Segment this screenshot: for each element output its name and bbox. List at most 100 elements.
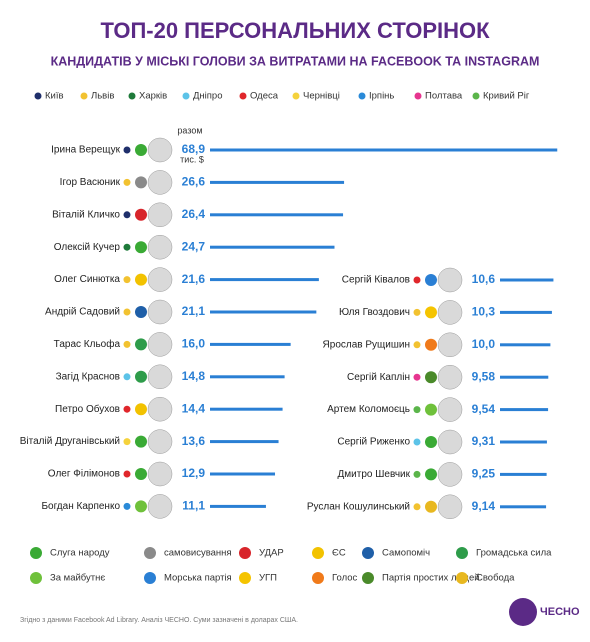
city-legend-label: Чернівці: [303, 91, 340, 102]
city-dot: [123, 340, 131, 348]
party-icon: [425, 274, 437, 286]
party-legend-icon: [239, 547, 251, 559]
value-label: 12,9: [182, 466, 206, 480]
bar: [500, 440, 547, 444]
candidate-name: Ірина Верещук: [51, 145, 120, 156]
value-label: 14,8: [182, 369, 206, 383]
candidate-name: Юля Гвоздович: [339, 307, 410, 318]
party-legend-icon: [362, 572, 374, 584]
candidate-name: Тарас Кльофа: [54, 338, 121, 350]
photo: [437, 429, 463, 455]
party-legend-label: Громадська сила: [476, 548, 552, 559]
party-icon: [135, 435, 147, 448]
party-legend-label: За майбутнє: [50, 573, 105, 584]
city-legend-dot: [358, 92, 366, 100]
party-legend-icon: [456, 547, 468, 559]
city-legend-dot: [414, 92, 422, 100]
value-label: 9,54: [472, 402, 496, 416]
photo: [147, 137, 173, 163]
city-dot: [123, 502, 131, 510]
logo-icon: [509, 598, 537, 626]
city-dot: [413, 503, 421, 511]
city-dot: [123, 211, 131, 219]
photo: [147, 332, 173, 357]
city-dot: [413, 406, 421, 414]
photo: [437, 300, 463, 325]
value-label: 11,1: [182, 499, 205, 513]
party-legend-icon: [312, 572, 324, 584]
bar: [210, 213, 344, 217]
bar: [210, 278, 319, 282]
city-dot: [123, 243, 131, 251]
annotation: разом: [177, 125, 202, 135]
party-legend-icon: [239, 572, 251, 584]
city-legend-dot: [472, 92, 480, 100]
city-dot: [413, 373, 421, 381]
party-legend-icon: [30, 547, 42, 559]
city-dot: [123, 146, 131, 154]
value-label: 9,25: [472, 467, 496, 481]
party-icon: [425, 468, 437, 481]
city-dot: [413, 470, 421, 478]
photo: [437, 364, 463, 390]
party-icon: [425, 338, 437, 351]
party-legend-icon: [456, 572, 468, 584]
bar: [210, 148, 558, 152]
photo: [437, 462, 463, 487]
party-icon: [135, 241, 147, 254]
bar: [210, 310, 317, 314]
candidate-name: Олег Синютка: [54, 274, 120, 285]
party-legend-label: Морська партія: [164, 573, 232, 584]
title: ТОП-20 ПЕРСОНАЛЬНИХ СТОРІНОК: [100, 18, 490, 43]
value-label: 9,14: [472, 499, 496, 513]
city-legend-label: Дніпро: [193, 91, 223, 102]
bar: [210, 407, 283, 411]
candidate-name: Олексій Кучер: [54, 242, 121, 253]
bar: [500, 310, 552, 314]
candidate-name: Загід Краснов: [56, 371, 120, 382]
party-legend-icon: [312, 547, 324, 559]
party-icon: [135, 144, 147, 156]
bar: [210, 472, 276, 476]
bar: [500, 278, 554, 282]
value-label: 9,58: [472, 369, 496, 383]
party-icon: [135, 338, 147, 351]
city-dot: [413, 308, 421, 316]
party-legend-icon: [30, 572, 42, 584]
party-icon: [425, 500, 437, 513]
value-label: 9,31: [472, 434, 496, 448]
logo: ЧЕСНО: [540, 606, 580, 618]
party-icon: [425, 436, 437, 448]
value-label: 16,0: [182, 337, 206, 351]
candidate-name: Дмитро Шевчик: [338, 469, 411, 480]
bar: [500, 343, 551, 347]
city-dot: [123, 405, 131, 413]
party-icon: [425, 306, 437, 319]
candidate-name: Олег Філімонов: [48, 469, 120, 480]
party-legend-label: Партія простих людей: [382, 573, 480, 584]
party-legend-label: Свобода: [476, 573, 515, 584]
value-label: 10,0: [472, 337, 496, 351]
photo: [147, 364, 173, 390]
party-icon: [135, 500, 147, 513]
photo: [147, 170, 173, 195]
candidate-name: Ярослав Рущишин: [323, 339, 410, 350]
value-label: 26,4: [182, 207, 206, 221]
city-dot: [123, 178, 131, 186]
value-label: 21,1: [182, 304, 206, 318]
candidate-name: Артем Коломоєць: [327, 404, 410, 415]
candidate-name: Руслан Кошулинський: [307, 501, 410, 512]
party-icon: [135, 306, 147, 318]
city-legend-label: Кривий Ріг: [483, 91, 530, 102]
bar: [210, 180, 345, 184]
party-icon: [425, 403, 437, 416]
bar: [500, 505, 547, 509]
city-legend-dot: [128, 92, 136, 100]
party-icon: [135, 273, 147, 286]
city-legend-dot: [80, 92, 88, 100]
party-icon: [135, 176, 147, 189]
party-icon: [135, 370, 147, 383]
city-dot: [123, 276, 131, 284]
value-label: 26,6: [182, 175, 206, 189]
candidate-name: Віталій Кличко: [52, 209, 120, 220]
